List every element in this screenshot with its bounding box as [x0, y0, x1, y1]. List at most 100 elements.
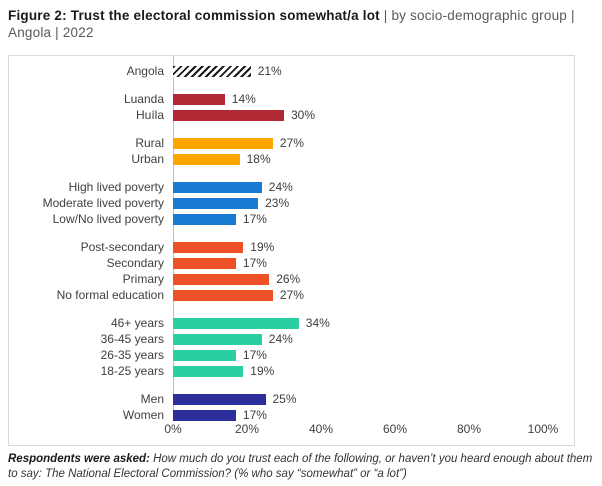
- bar-group: 46+ years 34% 36-45 years 24% 26-35 years 17%…: [9, 315, 574, 379]
- bar-row: Post-secondary 19%: [9, 239, 574, 255]
- bar-track: 24%: [173, 331, 543, 347]
- bar: [173, 93, 225, 105]
- bar: [173, 241, 244, 253]
- category-label: 36-45 years: [100, 332, 164, 346]
- bar-track: 19%: [173, 363, 543, 379]
- bar: [173, 109, 284, 121]
- category-label: Men: [140, 392, 164, 406]
- bar-row: No formal education 27%: [9, 287, 574, 303]
- bar-track: 19%: [173, 239, 543, 255]
- value-label: 21%: [257, 64, 282, 78]
- bar-track: 25%: [173, 391, 543, 407]
- bar-row: Low/No lived poverty 17%: [9, 211, 574, 227]
- value-label: 19%: [250, 240, 275, 254]
- category-label: Women: [122, 408, 164, 422]
- bar: [173, 137, 273, 149]
- value-label: 25%: [272, 392, 297, 406]
- bar-row: Primary 26%: [9, 271, 574, 287]
- bar-track: 27%: [173, 287, 543, 303]
- category-label: High lived poverty: [68, 180, 164, 194]
- bar-group: Angola 21%: [9, 63, 574, 79]
- bar-row: Urban 18%: [9, 151, 574, 167]
- category-label: Moderate lived poverty: [42, 196, 164, 210]
- category-label: Rural: [135, 136, 164, 150]
- y-axis-line: [173, 56, 174, 414]
- bar-row: 36-45 years 24%: [9, 331, 574, 347]
- bar-track: 14%: [173, 91, 543, 107]
- bar: [173, 289, 273, 301]
- bar: [173, 197, 259, 209]
- bar-group: Post-secondary 19% Secondary 17% Primary 26% N…: [9, 239, 574, 303]
- bar: [173, 349, 236, 361]
- value-label: 30%: [291, 108, 316, 122]
- value-label: 24%: [268, 180, 293, 194]
- bar-row: 18-25 years 19%: [9, 363, 574, 379]
- x-axis-tick: 60%: [382, 422, 408, 436]
- bar-group: High lived poverty 24% Moderate lived pove…: [9, 179, 574, 227]
- bar: [173, 365, 244, 377]
- value-label: 19%: [250, 364, 275, 378]
- bar-track: 17%: [173, 407, 543, 423]
- value-label: 27%: [279, 136, 304, 150]
- bar-row: 46+ years 34%: [9, 315, 574, 331]
- value-label: 17%: [242, 408, 267, 422]
- value-label: 23%: [265, 196, 290, 210]
- bar-track: 18%: [173, 151, 543, 167]
- value-label: 17%: [242, 212, 267, 226]
- value-label: 26%: [276, 272, 301, 286]
- bar-track: 26%: [173, 271, 543, 287]
- bar: [173, 409, 236, 421]
- x-axis-tick: 40%: [308, 422, 334, 436]
- bar-row: Secondary 17%: [9, 255, 574, 271]
- bar: [173, 333, 262, 345]
- bar: [173, 65, 251, 77]
- bar-row: Rural 27%: [9, 135, 574, 151]
- x-axis-tick: 80%: [456, 422, 482, 436]
- bar-rows: Angola 21% Luanda 14% Huíla 30% Rural 27% Urban 1…: [9, 63, 574, 423]
- bar-row: Moderate lived poverty 23%: [9, 195, 574, 211]
- figure-footnote: Respondents were asked: How much do you …: [8, 452, 596, 482]
- bar-track: 34%: [173, 315, 543, 331]
- bar-track: 17%: [173, 255, 543, 271]
- figure-title-main: Figure 2: Trust the electoral commission…: [8, 8, 380, 23]
- figure-title: Figure 2: Trust the electoral commission…: [8, 7, 594, 41]
- value-label: 18%: [246, 152, 271, 166]
- bar-row: High lived poverty 24%: [9, 179, 574, 195]
- bar-row: Angola 21%: [9, 63, 574, 79]
- bar-group: Rural 27% Urban 18%: [9, 135, 574, 167]
- bar: [173, 181, 262, 193]
- category-label: 46+ years: [110, 316, 164, 330]
- bar: [173, 213, 236, 225]
- value-label: 14%: [231, 92, 256, 106]
- bar-track: 27%: [173, 135, 543, 151]
- x-axis-tick: 0%: [164, 422, 182, 436]
- category-label: Huíla: [135, 108, 164, 122]
- bar-track: 21%: [173, 63, 543, 79]
- category-label: Angola: [126, 64, 164, 78]
- value-label: 17%: [242, 256, 267, 270]
- bar-group: Men 25% Women 17%: [9, 391, 574, 423]
- bar-row: 26-35 years 17%: [9, 347, 574, 363]
- category-label: No formal education: [56, 288, 164, 302]
- bar-track: 23%: [173, 195, 543, 211]
- bar-track: 17%: [173, 347, 543, 363]
- chart-area: Angola 21% Luanda 14% Huíla 30% Rural 27% Urban 1…: [8, 55, 575, 446]
- category-label: Low/No lived poverty: [52, 212, 164, 226]
- bar-row: Women 17%: [9, 407, 574, 423]
- bar: [173, 257, 236, 269]
- category-label: Post-secondary: [80, 240, 164, 254]
- category-label: Primary: [122, 272, 164, 286]
- x-axis-tick: 100%: [527, 422, 559, 436]
- footnote-lead-in: Respondents were asked:: [8, 453, 150, 465]
- bar: [173, 273, 270, 285]
- bar: [173, 393, 266, 405]
- category-label: Secondary: [106, 256, 164, 270]
- bar-group: Luanda 14% Huíla 30%: [9, 91, 574, 123]
- figure-title-subtitle: | by socio-demographic group | Angola | …: [8, 8, 575, 40]
- category-label: 26-35 years: [100, 348, 164, 362]
- bar-track: 24%: [173, 179, 543, 195]
- value-label: 17%: [242, 348, 267, 362]
- bar-row: Huíla 30%: [9, 107, 574, 123]
- footnote-question: How much do you trust each of the follow…: [8, 453, 593, 480]
